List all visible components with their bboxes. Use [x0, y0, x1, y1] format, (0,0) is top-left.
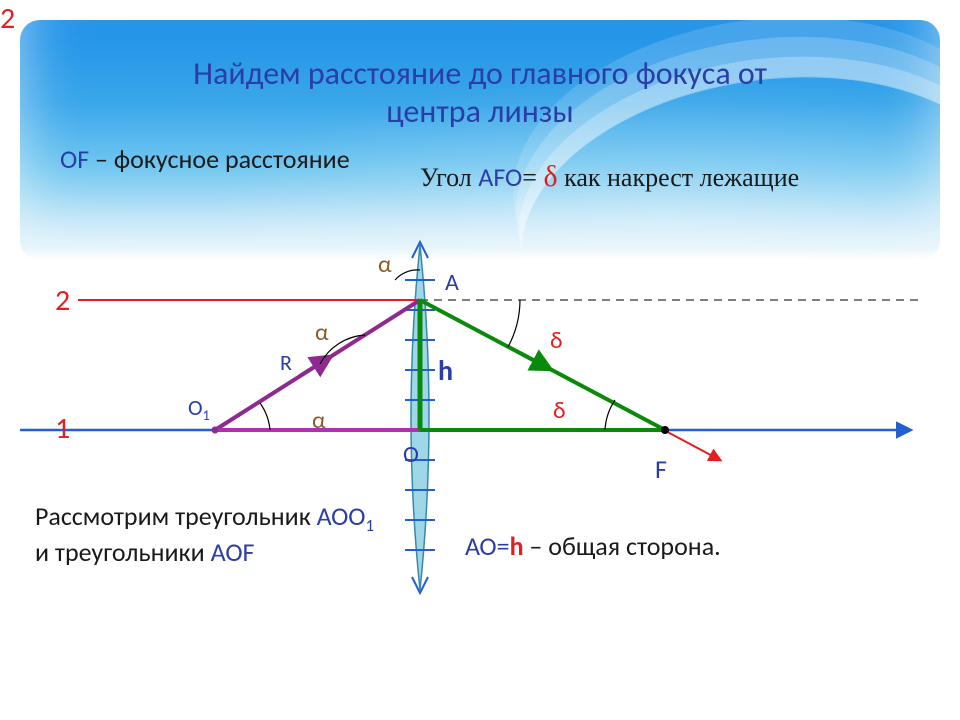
arc-delta-top [508, 300, 520, 347]
label-point-o1: О1 [188, 394, 210, 424]
label-point-o: О [403, 440, 419, 469]
ao-prefix: АО= [465, 530, 510, 562]
arc-alpha-low [260, 403, 270, 430]
label-point-a: А [445, 268, 459, 297]
point-o1 [212, 427, 219, 434]
optics-diagram: 2 1 А R О1 О F h α α α δ δ [0, 0, 960, 720]
label-point-r: R [280, 349, 292, 376]
text-consider-triangles: Рассмотрим треугольник АОО1 и треугольни… [35, 500, 415, 569]
label-h: h [438, 353, 453, 388]
label-alpha-top: α [378, 250, 392, 279]
ao-h: h [510, 530, 524, 562]
consider-prefix: Рассмотрим треугольник [35, 500, 317, 532]
ao-suffix: – общая сторона. [524, 530, 721, 562]
label-delta-low: δ [553, 396, 566, 425]
label-alpha-low: α [312, 406, 326, 435]
line-o1-a-arrow [300, 357, 330, 376]
point-f [661, 426, 669, 434]
triangle-aof: AOF [211, 536, 255, 568]
label-delta-top: δ [550, 326, 563, 355]
and-triangles: и треугольники [35, 536, 211, 568]
label-point-f: F [655, 453, 667, 485]
label-alpha-mid: α [315, 318, 329, 347]
line-a-f-arrow [520, 353, 550, 369]
text-ao-equals-h: АО=h – общая сторона. [465, 530, 721, 562]
label-ray-1: 1 [55, 410, 70, 447]
triangle-aoo1: АОО1 [317, 500, 374, 532]
label-ray-2: 2 [55, 282, 70, 319]
